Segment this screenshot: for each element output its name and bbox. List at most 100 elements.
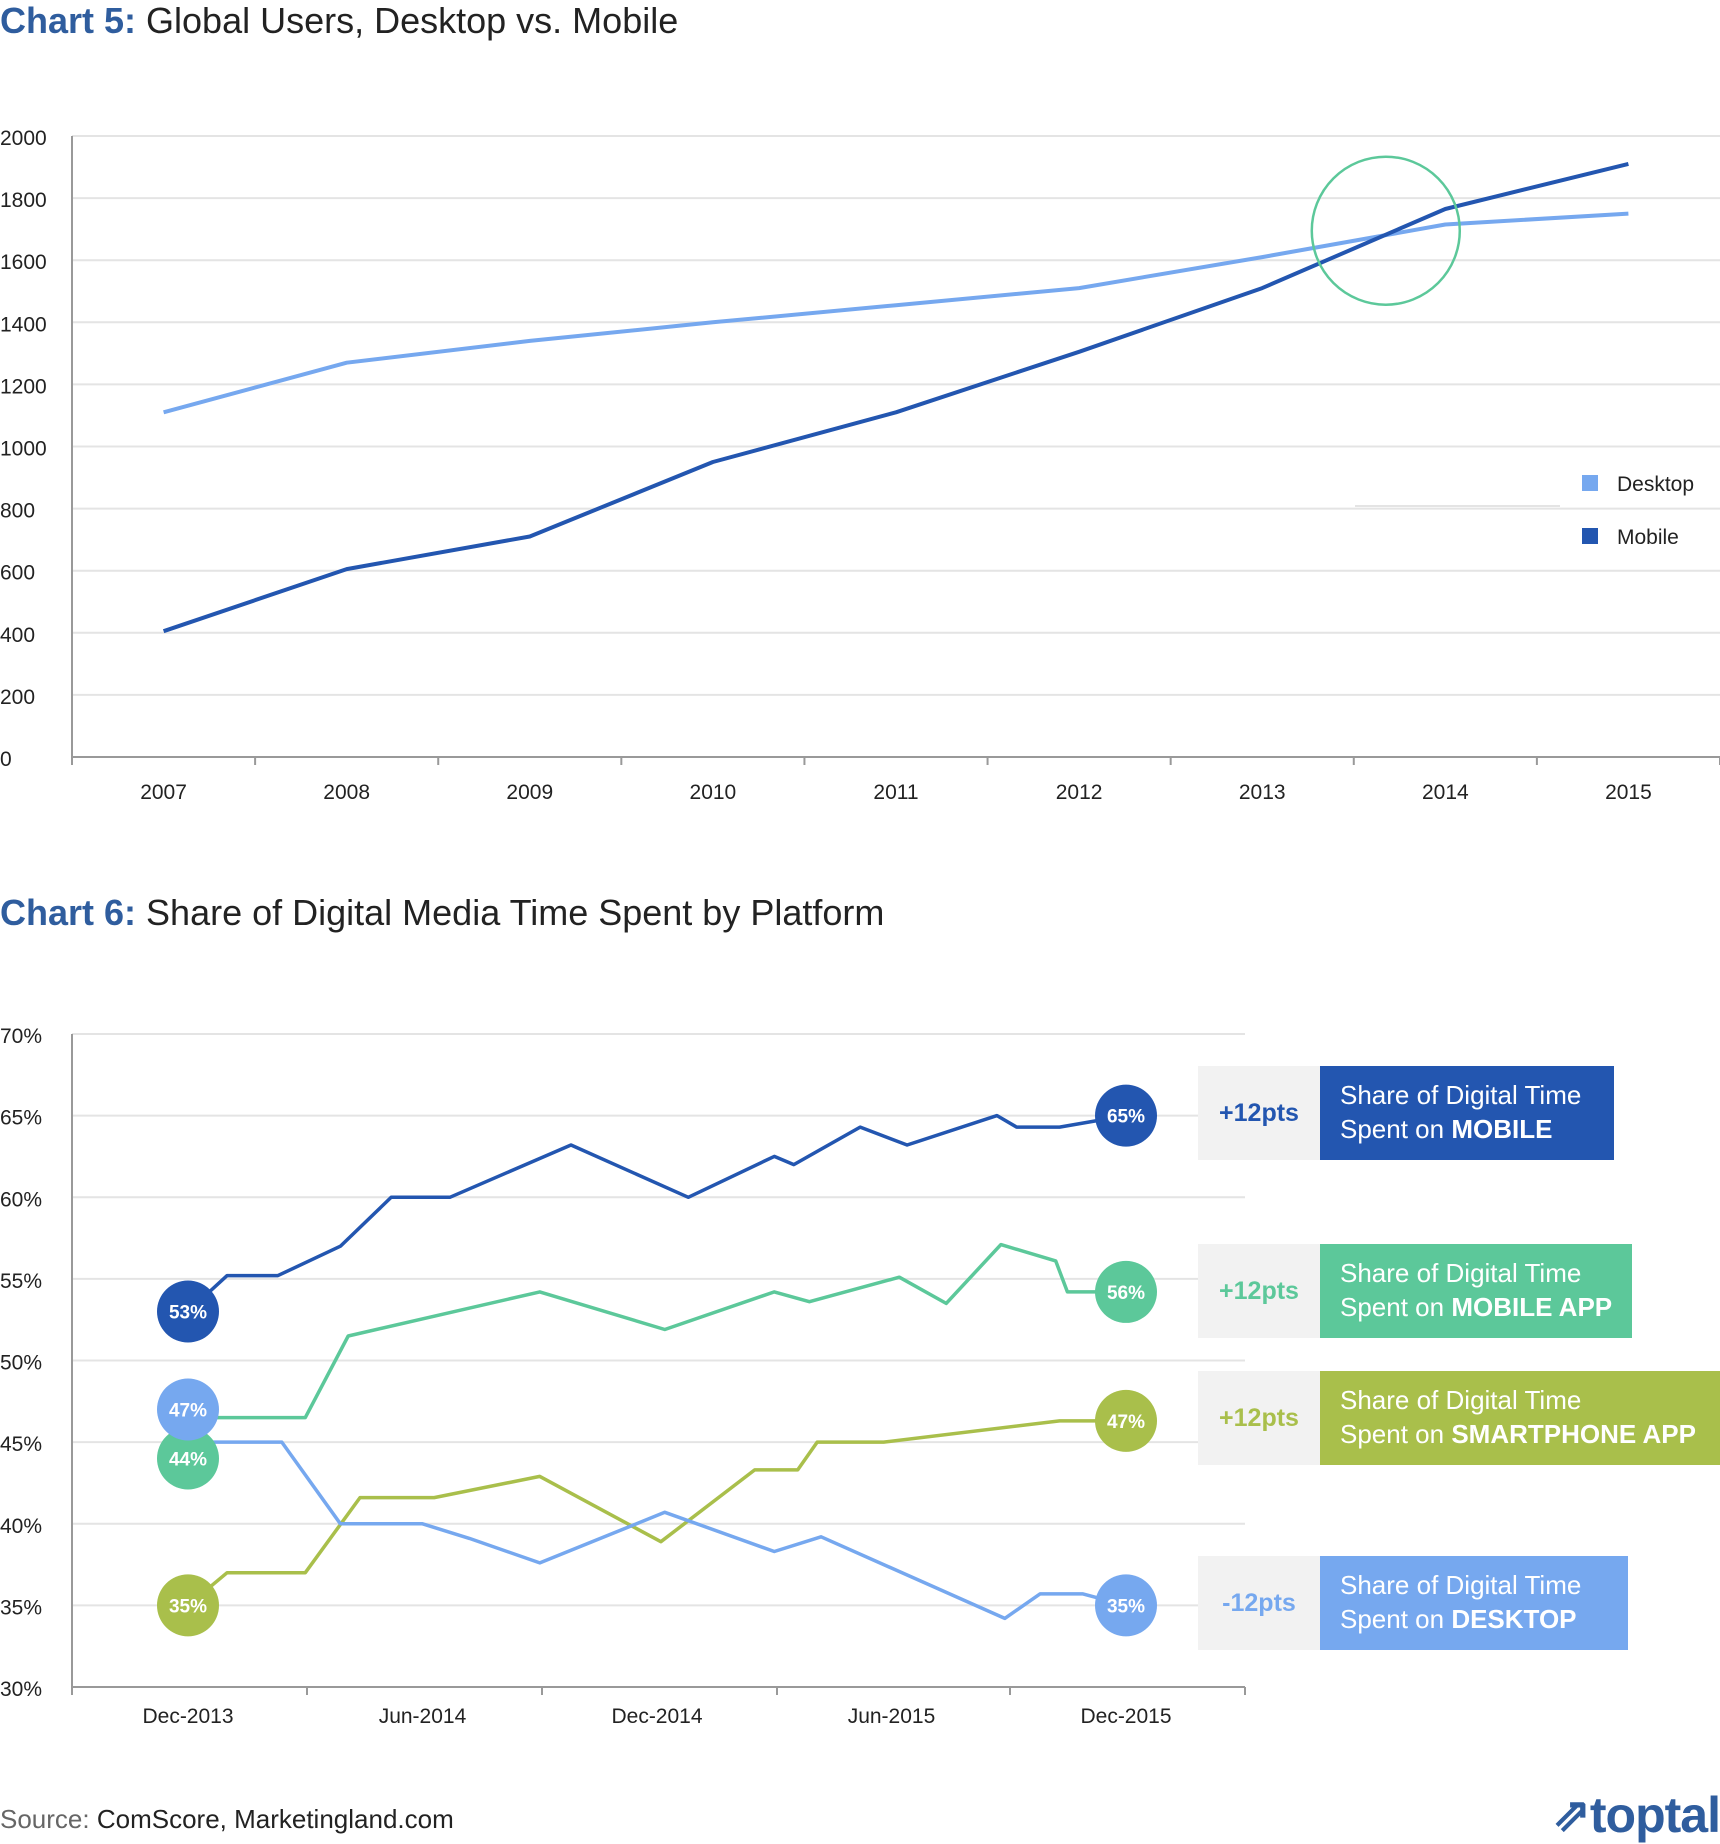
callout-desktop-line2-bold: DESKTOP [1451, 1604, 1577, 1634]
series-line-desktop [188, 1440, 1127, 1621]
callout-mobile-app: +12pts Share of Digital Time Spent on MO… [1198, 1244, 1632, 1338]
callout-mobile-app-pts: +12pts [1198, 1244, 1320, 1338]
chart-5-plot: 0 200 400 600 800 1000 1200 1400 1600 1800 2000 200… [0, 127, 1720, 804]
end-bubble-mobile [1095, 1084, 1157, 1147]
y-tick-label: 65% [0, 1107, 42, 1130]
end-label-smartphone-app: 47% [1107, 1412, 1145, 1433]
x-tick-label: 2012 [1056, 781, 1103, 804]
callout-desktop: -12pts Share of Digital Time Spent on DE… [1198, 1556, 1628, 1650]
y-tick-label: 60% [0, 1188, 42, 1211]
series-line-mobile [162, 161, 1629, 634]
y-tick-label: 1000 [0, 438, 47, 461]
callout-smartphone-app-line2: Spent on SMARTPHONE APP [1340, 1417, 1700, 1451]
x-tick-label: Jun-2015 [848, 1705, 936, 1728]
callout-desktop-box: Share of Digital Time Spent on DESKTOP [1320, 1556, 1628, 1650]
y-tick-label: 600 [0, 562, 35, 585]
x-tick-label: Jun-2014 [379, 1705, 467, 1728]
chart-5-title-text: Global Users, Desktop vs. Mobile [136, 0, 679, 41]
start-label-smartphone-app: 35% [169, 1596, 207, 1617]
chart-6-title-text: Share of Digital Media Time Spent by Pla… [136, 892, 885, 933]
toptal-logo-icon: ⇗ [1552, 1788, 1591, 1840]
y-tick-label: 40% [0, 1515, 42, 1538]
y-tick-label: 50% [0, 1352, 42, 1375]
callout-mobile-line1: Share of Digital Time [1340, 1080, 1582, 1110]
callout-smartphone-app: +12pts Share of Digital Time Spent on SM… [1198, 1371, 1720, 1465]
chart-6-plot: 30% 35% 40% 45% 50% 55% 60% 65% 70% Dec-2013 Jun-2… [0, 1025, 1246, 1728]
source-note: Source: ComScore, Marketingland.com [0, 1804, 454, 1835]
end-label-mobile-app: 56% [1107, 1283, 1145, 1304]
end-label-desktop: 35% [1107, 1596, 1145, 1617]
crossover-highlight-circle [1310, 155, 1462, 306]
y-tick-label: 30% [0, 1678, 42, 1701]
legend-swatch-mobile [1582, 528, 1598, 544]
chart-6-title: Chart 6: Share of Digital Media Time Spe… [0, 892, 884, 934]
x-tick-label: 2007 [140, 781, 187, 804]
x-tick-label: Dec-2013 [142, 1705, 233, 1728]
start-label-mobile: 53% [169, 1303, 207, 1324]
callout-smartphone-app-line2-bold: SMARTPHONE APP [1451, 1419, 1696, 1449]
series-line-mobile-app [186, 1242, 1126, 1460]
legend-swatch-desktop [1582, 475, 1598, 491]
x-tick-label: 2014 [1422, 781, 1469, 804]
start-bubble-mobile [157, 1280, 219, 1343]
x-tick-label: 2015 [1605, 781, 1652, 804]
callout-smartphone-app-pts: +12pts [1198, 1371, 1320, 1465]
callout-mobile-app-line2: Spent on MOBILE APP [1340, 1290, 1612, 1324]
callout-mobile-line2-bold: MOBILE [1451, 1114, 1553, 1144]
callout-mobile: +12pts Share of Digital Time Spent on MO… [1198, 1066, 1614, 1160]
start-label-desktop: 47% [169, 1400, 207, 1421]
y-tick-label: 400 [0, 624, 35, 647]
y-tick-label: 1600 [0, 251, 47, 274]
callout-smartphone-app-line2-prefix: Spent on [1340, 1419, 1452, 1449]
callout-desktop-pts: -12pts [1198, 1556, 1320, 1650]
callout-mobile-app-line1: Share of Digital Time [1340, 1258, 1582, 1288]
callout-mobile-line2-prefix: Spent on [1340, 1114, 1452, 1144]
end-bubble-desktop [1095, 1574, 1157, 1637]
y-tick-label: 800 [0, 500, 35, 523]
end-label-mobile: 65% [1107, 1107, 1145, 1128]
callout-mobile-app-box: Share of Digital Time Spent on MOBILE AP… [1320, 1244, 1632, 1338]
y-tick-label: 35% [0, 1596, 42, 1619]
y-tick-label: 1200 [0, 375, 47, 398]
start-bubble-desktop [157, 1378, 219, 1441]
source-label: Source: [0, 1804, 90, 1834]
y-tick-label: 45% [0, 1433, 42, 1456]
callout-mobile-app-line2-prefix: Spent on [1340, 1292, 1452, 1322]
start-bubble-mobile-app [157, 1427, 219, 1490]
series-line-smartphone-app [186, 1419, 1126, 1607]
callout-smartphone-app-line1: Share of Digital Time [1340, 1385, 1582, 1415]
x-tick-label: 2011 [873, 781, 918, 804]
y-tick-label: 1400 [0, 313, 47, 336]
legend-label-mobile: Mobile [1617, 526, 1679, 549]
callout-desktop-line2: Spent on DESKTOP [1340, 1602, 1608, 1636]
y-tick-label: 70% [0, 1025, 42, 1048]
chart-5-title: Chart 5: Global Users, Desktop vs. Mobil… [0, 0, 678, 42]
callout-smartphone-app-box: Share of Digital Time Spent on SMARTPHON… [1320, 1371, 1720, 1465]
callout-mobile-box: Share of Digital Time Spent on MOBILE [1320, 1066, 1614, 1160]
series-line-mobile [186, 1113, 1127, 1313]
x-tick-label: 2013 [1239, 781, 1286, 804]
y-tick-label: 2000 [0, 127, 47, 150]
end-bubble-smartphone-app [1095, 1389, 1157, 1452]
y-tick-label: 0 [0, 748, 12, 771]
toptal-logo[interactable]: ⇗toptal [1552, 1786, 1720, 1844]
callout-mobile-line2: Spent on MOBILE [1340, 1112, 1594, 1146]
y-tick-label: 55% [0, 1270, 42, 1293]
source-text: ComScore, Marketingland.com [89, 1804, 454, 1834]
end-bubble-mobile-app [1095, 1260, 1157, 1323]
x-tick-label: Dec-2014 [611, 1705, 702, 1728]
chart-6-title-lead: Chart 6: [0, 892, 137, 933]
toptal-logo-text: toptal [1589, 1787, 1720, 1843]
x-tick-label: 2009 [506, 781, 553, 804]
x-tick-label: 2008 [323, 781, 370, 804]
callout-mobile-pts: +12pts [1198, 1066, 1320, 1160]
legend-label-desktop: Desktop [1617, 473, 1694, 496]
start-bubble-smartphone-app [157, 1574, 219, 1637]
chart-5-title-lead: Chart 5: [0, 0, 137, 41]
start-label-mobile-app: 44% [169, 1449, 207, 1470]
y-tick-label: 200 [0, 686, 35, 709]
callout-desktop-line2-prefix: Spent on [1340, 1604, 1452, 1634]
x-tick-label: Dec-2015 [1080, 1705, 1171, 1728]
callout-desktop-line1: Share of Digital Time [1340, 1570, 1582, 1600]
callout-mobile-app-line2-bold: MOBILE APP [1451, 1292, 1613, 1322]
